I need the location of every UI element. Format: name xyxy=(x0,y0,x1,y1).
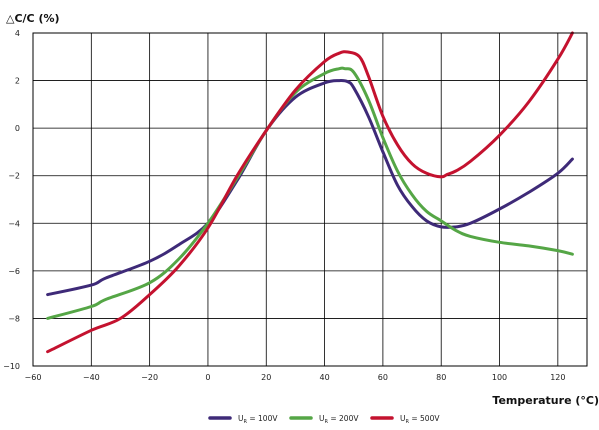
x-tick-label: −60 xyxy=(25,373,42,382)
legend-label: UR = 200V xyxy=(319,414,359,425)
x-axis-label: Temperature (°C) xyxy=(492,394,599,407)
x-tick-labels: −60 −40 −20 0 20 40 60 80 100 120 xyxy=(25,373,566,382)
y-tick-label: 4 xyxy=(15,29,20,38)
plot-frame xyxy=(32,32,588,367)
series-line-1 xyxy=(46,79,574,297)
y-tick-label: −2 xyxy=(8,172,20,181)
y-tick-label: 0 xyxy=(15,124,20,133)
y-tick-label: −4 xyxy=(8,219,20,228)
y-tick-label: −6 xyxy=(8,267,20,276)
y-tick-label: −10 xyxy=(3,362,20,371)
legend-label: UR = 500V xyxy=(400,414,440,425)
x-tick-label: 60 xyxy=(378,373,388,382)
x-tick-label: −20 xyxy=(141,373,158,382)
legend-item-1: UR = 100V xyxy=(208,414,278,425)
y-tick-label: 2 xyxy=(15,77,20,86)
x-tick-label: −40 xyxy=(83,373,100,382)
y-axis-label: △C/C (%) xyxy=(6,12,60,25)
y-tick-labels: −10 −8 −6 −4 −2 0 2 4 xyxy=(3,29,20,371)
x-tick-label: 120 xyxy=(550,373,565,382)
x-tick-label: 80 xyxy=(436,373,446,382)
series-line-3 xyxy=(46,31,574,354)
series-lines xyxy=(46,31,574,354)
legend: UR = 100V UR = 200V UR = 500V xyxy=(208,414,440,425)
legend-item-3: UR = 500V xyxy=(370,414,440,425)
x-tick-label: 0 xyxy=(205,373,210,382)
x-tick-label: 40 xyxy=(319,373,329,382)
y-tick-label: −8 xyxy=(8,314,20,323)
x-tick-label: 20 xyxy=(261,373,271,382)
series-line-2 xyxy=(46,66,574,320)
legend-item-2: UR = 200V xyxy=(289,414,359,425)
legend-label: UR = 100V xyxy=(238,414,278,425)
x-tick-label: 100 xyxy=(492,373,507,382)
